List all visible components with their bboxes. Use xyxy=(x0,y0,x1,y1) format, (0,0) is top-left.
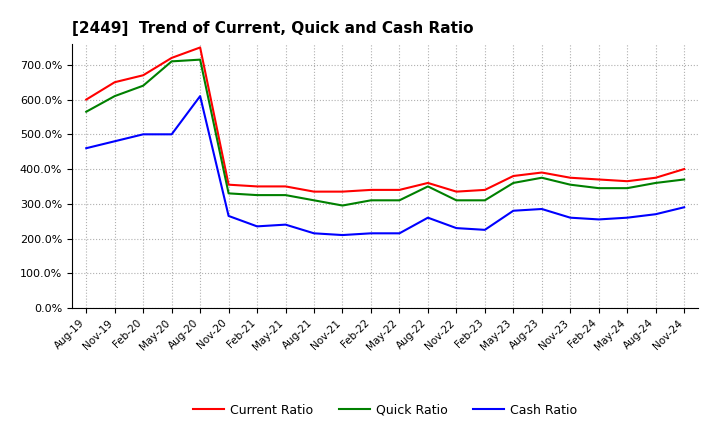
Cash Ratio xyxy=(310,231,318,236)
Current Ratio xyxy=(82,97,91,102)
Cash Ratio xyxy=(395,231,404,236)
Current Ratio xyxy=(595,177,603,182)
Current Ratio xyxy=(366,187,375,193)
Current Ratio xyxy=(253,184,261,189)
Quick Ratio xyxy=(110,93,119,99)
Cash Ratio xyxy=(509,208,518,213)
Quick Ratio xyxy=(480,198,489,203)
Line: Cash Ratio: Cash Ratio xyxy=(86,96,684,235)
Cash Ratio xyxy=(680,205,688,210)
Current Ratio xyxy=(509,173,518,179)
Current Ratio xyxy=(338,189,347,194)
Cash Ratio xyxy=(537,206,546,212)
Cash Ratio xyxy=(196,93,204,99)
Quick Ratio xyxy=(225,191,233,196)
Quick Ratio xyxy=(366,198,375,203)
Line: Current Ratio: Current Ratio xyxy=(86,48,684,192)
Current Ratio xyxy=(480,187,489,193)
Cash Ratio xyxy=(366,231,375,236)
Cash Ratio xyxy=(452,225,461,231)
Cash Ratio xyxy=(566,215,575,220)
Cash Ratio xyxy=(253,224,261,229)
Quick Ratio xyxy=(310,198,318,203)
Cash Ratio xyxy=(595,217,603,222)
Quick Ratio xyxy=(423,184,432,189)
Cash Ratio xyxy=(282,222,290,227)
Current Ratio xyxy=(395,187,404,193)
Current Ratio xyxy=(110,80,119,85)
Current Ratio xyxy=(623,179,631,184)
Quick Ratio xyxy=(509,180,518,186)
Quick Ratio xyxy=(196,57,204,62)
Cash Ratio xyxy=(82,146,91,151)
Quick Ratio xyxy=(253,192,261,198)
Cash Ratio xyxy=(139,132,148,137)
Current Ratio xyxy=(423,180,432,186)
Cash Ratio xyxy=(110,139,119,144)
Current Ratio xyxy=(680,166,688,172)
Current Ratio xyxy=(139,73,148,78)
Cash Ratio xyxy=(167,132,176,137)
Current Ratio xyxy=(167,55,176,61)
Quick Ratio xyxy=(139,83,148,88)
Quick Ratio xyxy=(395,198,404,203)
Quick Ratio xyxy=(623,186,631,191)
Line: Quick Ratio: Quick Ratio xyxy=(86,60,684,205)
Current Ratio xyxy=(225,182,233,187)
Quick Ratio xyxy=(338,203,347,208)
Quick Ratio xyxy=(452,198,461,203)
Current Ratio xyxy=(652,175,660,180)
Quick Ratio xyxy=(167,59,176,64)
Quick Ratio xyxy=(566,182,575,187)
Cash Ratio xyxy=(480,227,489,232)
Current Ratio xyxy=(452,189,461,194)
Quick Ratio xyxy=(595,186,603,191)
Quick Ratio xyxy=(82,109,91,114)
Text: [2449]  Trend of Current, Quick and Cash Ratio: [2449] Trend of Current, Quick and Cash … xyxy=(72,21,474,36)
Cash Ratio xyxy=(225,213,233,219)
Current Ratio xyxy=(566,175,575,180)
Current Ratio xyxy=(310,189,318,194)
Cash Ratio xyxy=(623,215,631,220)
Quick Ratio xyxy=(680,177,688,182)
Cash Ratio xyxy=(423,215,432,220)
Quick Ratio xyxy=(282,192,290,198)
Cash Ratio xyxy=(652,212,660,217)
Quick Ratio xyxy=(537,175,546,180)
Legend: Current Ratio, Quick Ratio, Cash Ratio: Current Ratio, Quick Ratio, Cash Ratio xyxy=(188,399,582,422)
Current Ratio xyxy=(282,184,290,189)
Current Ratio xyxy=(196,45,204,50)
Current Ratio xyxy=(537,170,546,175)
Quick Ratio xyxy=(652,180,660,186)
Cash Ratio xyxy=(338,232,347,238)
